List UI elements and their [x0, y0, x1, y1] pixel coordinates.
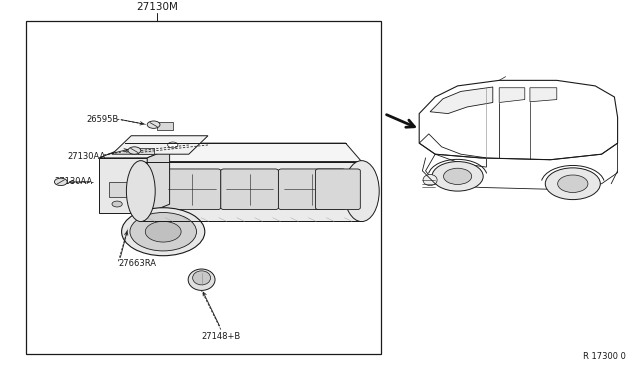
Text: R 17300 0: R 17300 0	[583, 352, 626, 361]
Circle shape	[130, 212, 196, 251]
Bar	[26, 21, 381, 353]
FancyBboxPatch shape	[221, 169, 278, 209]
FancyBboxPatch shape	[316, 169, 360, 209]
Circle shape	[147, 121, 160, 128]
Text: 26595B: 26595B	[86, 115, 118, 124]
Ellipse shape	[188, 269, 215, 291]
Circle shape	[545, 168, 600, 200]
Bar	[109, 182, 134, 197]
Polygon shape	[499, 88, 525, 103]
Circle shape	[557, 175, 588, 192]
Text: 27663RA: 27663RA	[118, 259, 156, 267]
Ellipse shape	[193, 271, 211, 285]
Polygon shape	[530, 88, 557, 102]
Ellipse shape	[127, 161, 156, 222]
FancyBboxPatch shape	[163, 169, 221, 209]
Polygon shape	[99, 149, 170, 158]
Polygon shape	[125, 143, 141, 221]
Bar	[157, 122, 173, 130]
Ellipse shape	[423, 174, 437, 186]
Bar	[138, 148, 154, 154]
Ellipse shape	[344, 161, 379, 222]
Polygon shape	[430, 87, 493, 113]
Circle shape	[122, 208, 205, 256]
Circle shape	[128, 147, 141, 154]
Polygon shape	[112, 136, 208, 154]
Polygon shape	[125, 143, 362, 161]
Polygon shape	[147, 149, 170, 213]
Circle shape	[432, 161, 483, 191]
Text: 27130M: 27130M	[136, 2, 178, 12]
Circle shape	[168, 142, 178, 148]
Text: 27130AA: 27130AA	[67, 151, 106, 161]
Circle shape	[145, 221, 181, 242]
Circle shape	[54, 178, 67, 186]
Circle shape	[112, 201, 122, 207]
Circle shape	[444, 168, 472, 185]
Text: 27148+B: 27148+B	[201, 333, 241, 341]
FancyBboxPatch shape	[278, 169, 346, 209]
Polygon shape	[99, 158, 147, 213]
Text: 27130AA: 27130AA	[54, 177, 93, 186]
Polygon shape	[141, 161, 362, 221]
